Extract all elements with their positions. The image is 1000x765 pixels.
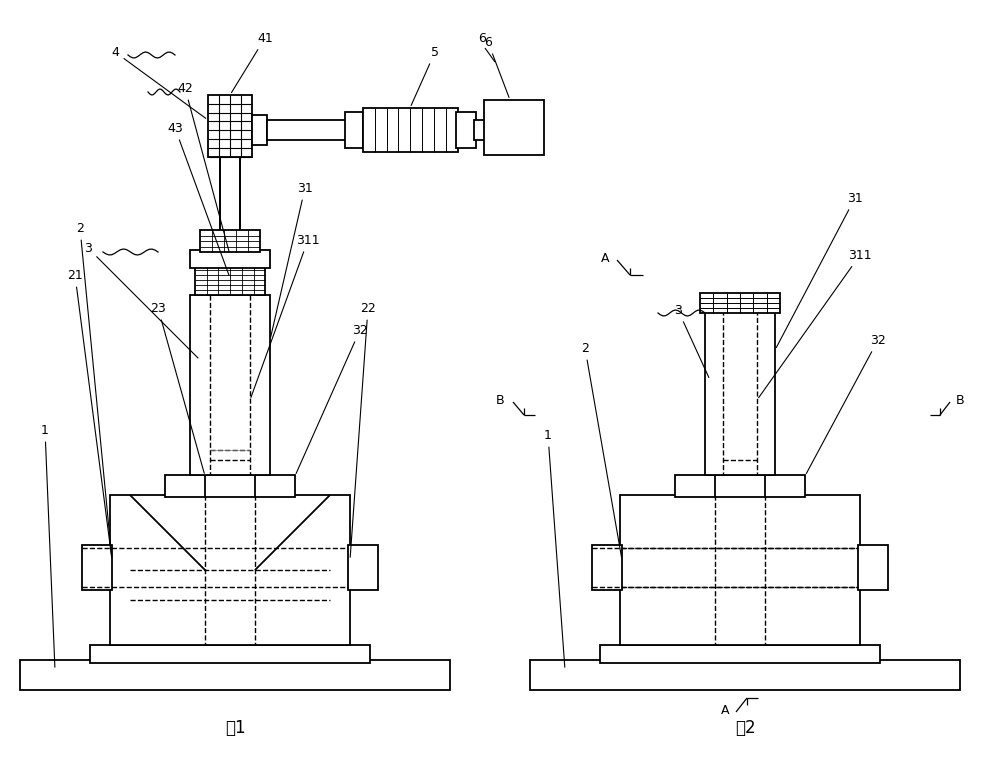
Text: 6: 6 xyxy=(478,31,486,44)
Text: 32: 32 xyxy=(296,324,368,474)
Text: 3: 3 xyxy=(84,242,198,358)
Text: 32: 32 xyxy=(806,334,886,474)
Bar xyxy=(190,295,270,475)
Bar xyxy=(208,95,252,157)
Bar xyxy=(165,475,295,497)
Text: 3: 3 xyxy=(674,304,709,377)
Bar xyxy=(267,120,347,140)
Bar xyxy=(90,645,370,663)
Bar xyxy=(200,230,260,252)
Text: 6: 6 xyxy=(484,35,509,97)
Bar xyxy=(675,475,805,497)
Text: 1: 1 xyxy=(41,424,55,667)
Bar xyxy=(530,660,960,690)
Bar xyxy=(345,112,363,148)
Text: 5: 5 xyxy=(411,45,439,106)
Bar xyxy=(474,120,486,140)
Bar xyxy=(456,112,476,148)
Bar xyxy=(195,265,265,295)
Text: 31: 31 xyxy=(776,191,863,347)
Text: 31: 31 xyxy=(271,181,313,337)
Text: 1: 1 xyxy=(544,428,565,667)
Text: B: B xyxy=(956,393,964,406)
Text: 311: 311 xyxy=(759,249,872,398)
Text: 22: 22 xyxy=(350,301,376,557)
Bar xyxy=(190,250,270,268)
Text: 21: 21 xyxy=(67,269,112,557)
Text: 23: 23 xyxy=(150,301,204,474)
Text: A: A xyxy=(601,252,609,265)
Bar xyxy=(82,545,112,590)
Text: 2: 2 xyxy=(76,222,112,557)
Text: 311: 311 xyxy=(251,233,320,397)
Text: 图2: 图2 xyxy=(735,719,755,737)
Text: 4: 4 xyxy=(111,45,206,119)
Bar xyxy=(348,545,378,590)
Bar xyxy=(110,495,350,645)
Bar xyxy=(705,310,775,475)
Text: 43: 43 xyxy=(167,122,229,275)
Bar xyxy=(700,293,780,313)
Bar xyxy=(484,100,544,155)
Bar xyxy=(592,545,622,590)
Bar xyxy=(858,545,888,590)
Text: 图1: 图1 xyxy=(225,719,245,737)
Text: 42: 42 xyxy=(177,82,229,252)
Bar xyxy=(252,115,267,145)
Bar xyxy=(20,660,450,690)
Bar xyxy=(620,495,860,645)
Bar xyxy=(363,108,458,152)
Text: A: A xyxy=(721,704,729,717)
Text: B: B xyxy=(496,393,504,406)
Text: 41: 41 xyxy=(231,31,273,93)
Bar xyxy=(600,645,880,663)
Text: 2: 2 xyxy=(581,341,622,557)
